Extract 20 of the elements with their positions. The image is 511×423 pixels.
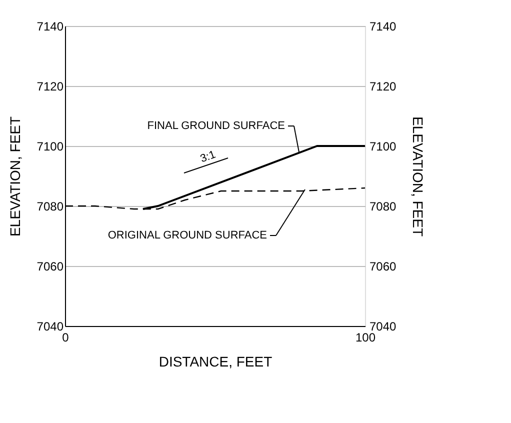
annotation: ORIGINAL GROUND SURFACE [108,230,267,242]
y-tick-label: 7100 [36,140,64,154]
y2-tick-label: 7140 [370,20,397,34]
annotation: 3:1 [198,148,218,166]
y-tick-label: 7080 [36,200,64,214]
y2-tick-label: 7120 [370,80,397,94]
y2-tick-label: 7100 [370,140,397,154]
annotation: FINAL GROUND SURFACE [147,120,285,132]
y2-axis-title: ELEVATION, FEET [410,116,426,237]
x-tick-label: 0 [62,330,70,344]
y2-tick-label: 7060 [370,260,397,274]
x-tick-label: 100 [355,330,376,344]
y-tick-label: 7140 [36,20,64,34]
y-tick-label: 7120 [36,80,64,94]
y-tick-label: 7040 [36,320,64,334]
y-axis-title: ELEVATION, FEET [6,116,23,237]
x-axis-title: DISTANCE, FEET [158,354,273,370]
y2-tick-label: 7040 [370,320,397,334]
y-tick-label: 7060 [36,260,64,274]
y2-tick-label: 7080 [370,200,397,214]
